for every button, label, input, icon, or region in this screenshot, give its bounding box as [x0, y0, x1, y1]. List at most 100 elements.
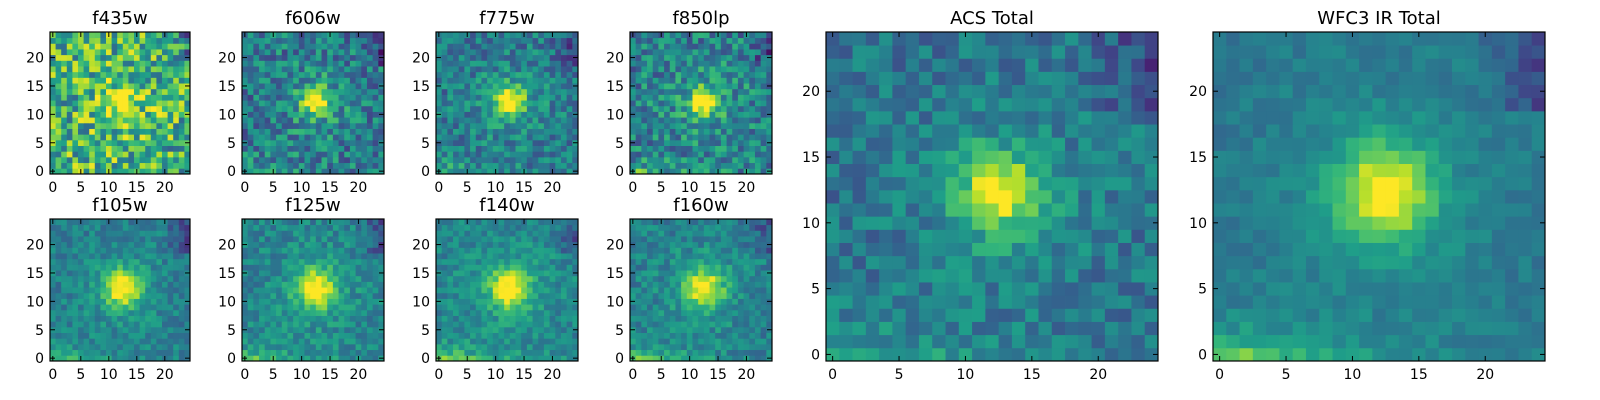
heatmap-cell — [281, 66, 288, 73]
heatmap-cell — [344, 298, 351, 305]
heatmap-cell — [276, 298, 283, 305]
heatmap-cell — [532, 162, 539, 169]
heatmap-cell — [332, 275, 339, 282]
heatmap-cell — [344, 253, 351, 260]
heatmap-cell — [447, 139, 454, 146]
heatmap-cell — [464, 111, 471, 118]
heatmap-cell — [253, 139, 260, 146]
heatmap-cell — [242, 253, 249, 260]
heatmap-cell — [498, 49, 505, 56]
heatmap-cell — [338, 275, 345, 282]
heatmap-cell — [630, 309, 637, 316]
heatmap-cell — [117, 241, 124, 248]
heatmap-cell — [720, 111, 727, 118]
heatmap-cell — [162, 162, 168, 169]
heatmap-cell — [692, 355, 699, 362]
heatmap-cell — [117, 117, 124, 124]
heatmap-cell — [475, 270, 482, 277]
heatmap-cell — [703, 88, 710, 95]
heatmap-cell — [276, 326, 283, 333]
heatmap-cell — [178, 304, 185, 311]
heatmap-cell — [475, 43, 482, 50]
heatmap-cell — [754, 134, 762, 141]
heatmap-cell — [281, 100, 288, 107]
heatmap-cell — [338, 355, 345, 362]
heatmap-cell — [270, 105, 277, 112]
heatmap-cell — [509, 338, 516, 345]
heatmap-cell — [178, 139, 185, 146]
heatmap-cell — [566, 321, 573, 328]
heatmap-cell — [441, 241, 448, 248]
heatmap-cell — [686, 321, 693, 328]
heatmap-cell — [117, 270, 124, 277]
heatmap-cell — [538, 224, 545, 231]
heatmap-cell — [61, 156, 68, 164]
heatmap-cell — [715, 77, 722, 84]
heatmap-cell — [464, 105, 471, 112]
heatmap-cell — [355, 321, 362, 328]
heatmap-cell — [538, 287, 545, 294]
heatmap-cell — [647, 326, 654, 333]
heatmap-cell — [647, 332, 654, 339]
heatmap-cell — [128, 309, 135, 316]
heatmap-cell — [715, 88, 722, 95]
heatmap-cell — [355, 162, 362, 169]
heatmap-cell — [156, 43, 163, 50]
heatmap-cell — [686, 77, 693, 84]
heatmap-cell — [669, 326, 676, 333]
heatmap-cell — [498, 298, 505, 305]
heatmap-cell — [332, 168, 339, 175]
heatmap-cell — [178, 111, 185, 118]
heatmap-cell — [281, 275, 288, 282]
heatmap-cell — [743, 349, 750, 356]
heatmap-cell — [178, 326, 185, 333]
heatmap-cell — [647, 287, 654, 294]
heatmap-cell — [532, 151, 539, 158]
heatmap-cell — [560, 94, 568, 101]
heatmap-cell — [453, 219, 460, 226]
heatmap-cell — [298, 49, 305, 56]
heatmap-cell — [349, 37, 356, 44]
heatmap-cell — [94, 349, 101, 356]
heatmap-cell — [532, 100, 539, 107]
heatmap-cell — [681, 145, 688, 152]
heatmap-cell — [453, 32, 460, 39]
heatmap-cell — [259, 60, 266, 67]
heatmap-cell — [475, 88, 482, 95]
heatmap-cell — [487, 343, 494, 351]
heatmap-cell — [184, 156, 191, 164]
heatmap-cell — [253, 100, 260, 107]
heatmap-cell — [61, 253, 68, 260]
heatmap-cell — [173, 162, 180, 169]
heatmap-cell — [344, 94, 351, 101]
heatmap-cell — [543, 230, 550, 237]
heatmap-cell — [681, 139, 688, 146]
heatmap-cell — [78, 145, 84, 152]
heatmap-cell — [732, 94, 739, 101]
heatmap-cell — [441, 298, 448, 305]
heatmap-cell — [55, 230, 62, 237]
heatmap-cell — [178, 332, 185, 339]
heatmap-cell — [94, 304, 101, 311]
y-tick-label: 0 — [35, 164, 44, 180]
heatmap-cell — [145, 315, 152, 322]
heatmap-cell — [111, 111, 118, 118]
heatmap-cell — [344, 304, 351, 311]
heatmap-cell — [361, 32, 368, 39]
heatmap-cell — [641, 94, 648, 101]
heatmap-cell — [720, 304, 727, 311]
heatmap-cell — [641, 275, 648, 282]
heatmap-cell — [100, 83, 107, 90]
y-tick-label: 10 — [26, 294, 44, 310]
heatmap-cell — [538, 168, 545, 175]
heatmap-cell — [481, 139, 488, 146]
heatmap-cell — [504, 275, 511, 282]
heatmap-cell — [315, 281, 322, 288]
heatmap-cell — [89, 162, 96, 169]
heatmap-cell — [321, 241, 328, 248]
heatmap-cell — [686, 88, 693, 95]
heatmap-cell — [61, 145, 68, 152]
heatmap-cell — [167, 281, 174, 288]
heatmap-cell — [355, 77, 362, 84]
